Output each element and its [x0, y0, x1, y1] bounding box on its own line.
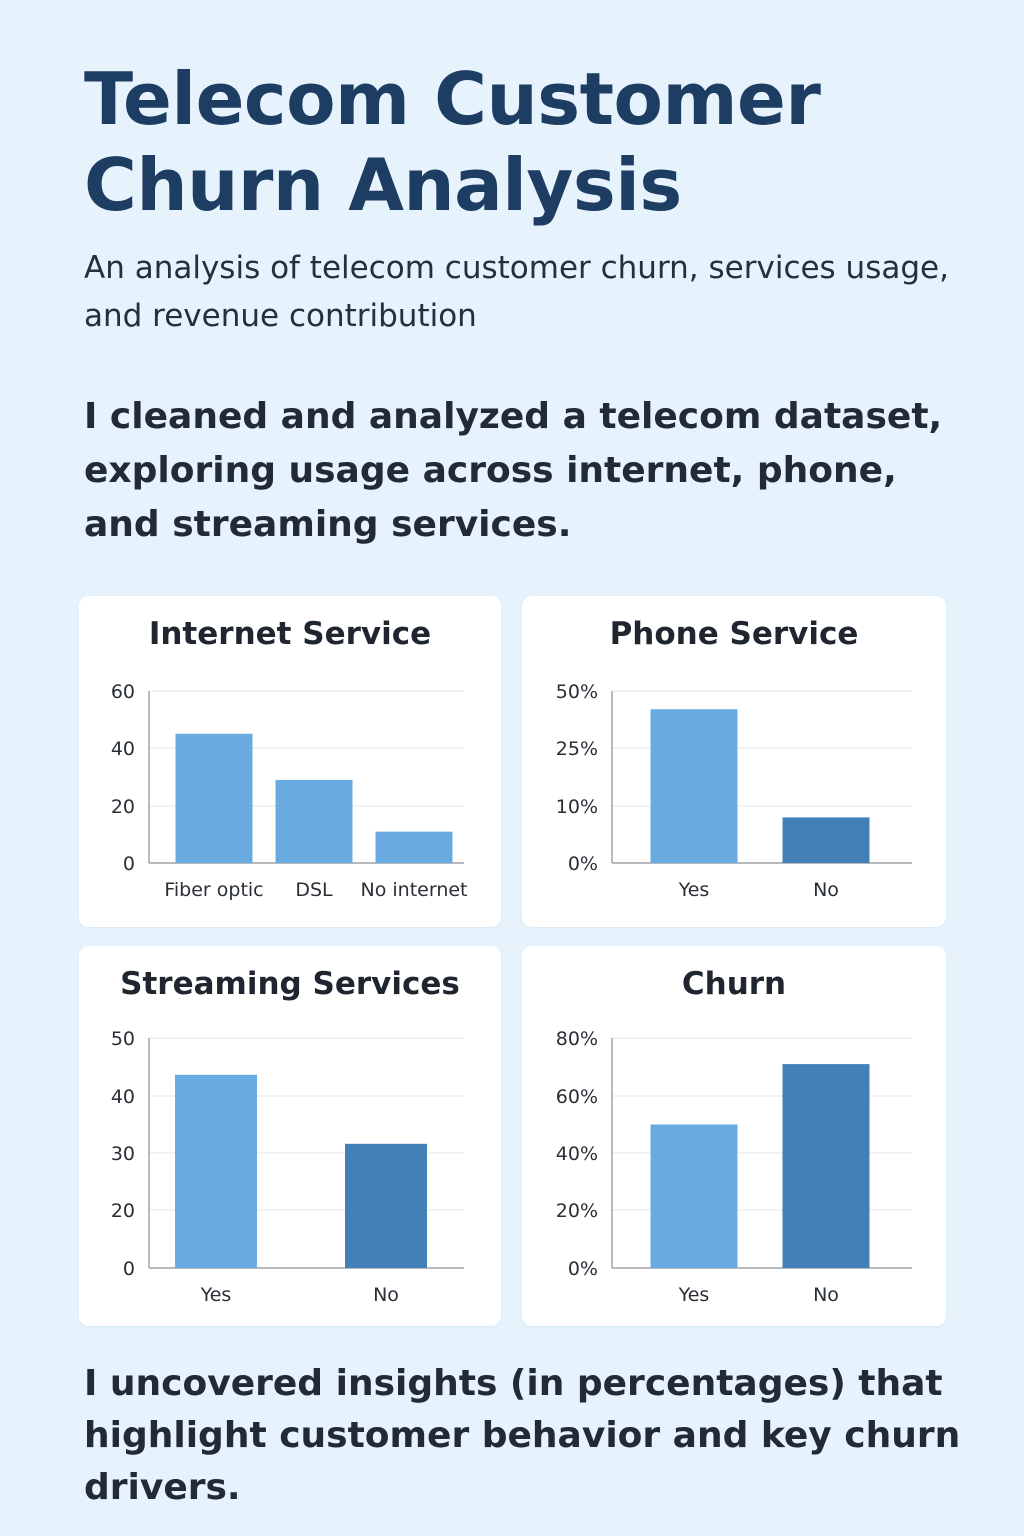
y-tick-label: 0% — [568, 853, 598, 875]
bar — [375, 831, 453, 863]
x-category-label: No internet — [361, 879, 468, 901]
chart-title: Streaming Services — [120, 966, 460, 1002]
bar — [650, 709, 738, 863]
bar — [175, 1074, 257, 1268]
y-tick-label: 40 — [111, 738, 135, 760]
y-tick-label: 20% — [556, 1200, 598, 1222]
intro-text: I cleaned and analyzed a telecom dataset… — [84, 396, 943, 545]
y-tick-label: 80% — [556, 1028, 598, 1050]
internet-service-chart-card: Internet Service 0 20 40 60 Fiber optic DSL No… — [79, 596, 501, 927]
y-tick-label: 40 — [111, 1086, 135, 1108]
x-category-label: DSL — [295, 879, 333, 901]
y-tick-label: 50% — [556, 681, 598, 703]
y-tick-label: 60% — [556, 1086, 598, 1108]
chart-title: Churn — [681, 966, 787, 1002]
internet-service-chart: 0 20 40 60 Fiber optic DSL No internet — [111, 681, 468, 901]
y-tick-label: 10% — [556, 796, 598, 818]
footer-text: I uncovered insights (in percentages) th… — [84, 1363, 961, 1508]
chart-title: Internet Service — [148, 616, 432, 652]
page-subtitle: An analysis of telecom customer churn, s… — [84, 250, 949, 334]
phone-service-chart-card: Phone Service 0% 10% 25% 50% Yes No — [522, 596, 946, 927]
x-category-label: No — [813, 879, 839, 901]
streaming-services-chart: 0 20 30 40 50 Yes No — [111, 1028, 464, 1306]
bar — [650, 1124, 738, 1268]
bar — [275, 779, 353, 863]
y-tick-label: 20 — [111, 1200, 135, 1222]
bar — [175, 733, 253, 863]
bar — [782, 817, 870, 863]
y-tick-label: 50 — [111, 1028, 135, 1050]
y-tick-label: 25% — [556, 738, 598, 760]
x-category-label: Yes — [678, 1284, 710, 1306]
x-category-label: Yes — [200, 1284, 232, 1306]
y-tick-label: 0% — [568, 1258, 598, 1280]
y-tick-label: 60 — [111, 681, 135, 703]
x-category-label: No — [813, 1284, 839, 1306]
y-tick-label: 20 — [111, 796, 135, 818]
bar — [345, 1143, 427, 1268]
y-tick-label: 0 — [123, 853, 135, 875]
y-tick-label: 0 — [123, 1258, 135, 1280]
chart-title: Phone Service — [609, 616, 859, 652]
page-title: Telecom Customer Churn Analysis — [84, 57, 821, 227]
x-category-label: Fiber optic — [164, 879, 263, 901]
churn-chart: 0% 20% 40% 60% 80% Yes No — [556, 1028, 912, 1306]
streaming-services-chart-card: Streaming Services 0 20 30 40 50 Yes No — [79, 946, 501, 1326]
y-tick-label: 40% — [556, 1143, 598, 1165]
x-category-label: No — [373, 1284, 399, 1306]
y-tick-label: 30 — [111, 1143, 135, 1165]
phone-service-chart: 0% 10% 25% 50% Yes No — [556, 681, 912, 901]
churn-chart-card: Churn 0% 20% 40% 60% 80% Yes No — [522, 946, 946, 1326]
x-category-label: Yes — [678, 879, 710, 901]
bar — [782, 1064, 870, 1268]
